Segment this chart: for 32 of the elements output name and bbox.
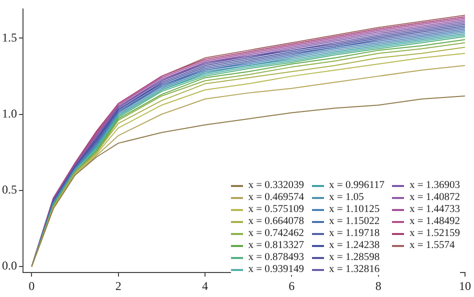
x-tick-label: 4 bbox=[202, 278, 208, 293]
x-tick-label: 10 bbox=[459, 278, 471, 293]
legend-label: x = 1.24238 bbox=[329, 240, 380, 251]
legend-label: x = 0.575109 bbox=[248, 204, 304, 215]
legend-label: x = 1.10125 bbox=[329, 204, 380, 215]
y-tick-label: 1.0 bbox=[2, 106, 17, 120]
legend-label: x = 1.52159 bbox=[409, 228, 460, 239]
legend-label: x = 1.44733 bbox=[409, 204, 460, 215]
x-tick-label: 0 bbox=[28, 278, 35, 293]
y-tick-label: 0.0 bbox=[2, 258, 17, 273]
x-tick-label: 8 bbox=[375, 278, 382, 293]
legend-label: x = 0.813327 bbox=[248, 240, 304, 251]
legend-label: x = 1.15022 bbox=[329, 216, 380, 227]
x-tick-label: 6 bbox=[288, 278, 295, 293]
legend-label: x = 1.48492 bbox=[409, 216, 460, 227]
legend-label: x = 1.19718 bbox=[329, 228, 380, 239]
x-tick-label: 2 bbox=[115, 278, 122, 293]
legend-label: x = 0.332039 bbox=[248, 180, 304, 191]
legend-label: x = 0.742462 bbox=[248, 228, 304, 239]
y-tick-label: 0.5 bbox=[2, 182, 17, 197]
y-tick-label: 1.5 bbox=[2, 30, 17, 44]
legend-label: x = 0.939149 bbox=[248, 264, 304, 275]
legend-label: x = 1.28598 bbox=[329, 252, 380, 263]
legend-label: x = 1.32816 bbox=[329, 264, 380, 275]
legend-label: x = 0.996117 bbox=[329, 180, 384, 191]
legend-label: x = 1.40872 bbox=[409, 192, 460, 203]
legend-label: x = 0.664078 bbox=[248, 216, 304, 227]
legend-label: x = 0.469574 bbox=[248, 192, 304, 203]
legend-label: x = 0.878493 bbox=[248, 252, 304, 263]
legend-label: x = 1.5574 bbox=[409, 240, 455, 251]
legend-label: x = 1.05 bbox=[329, 192, 364, 203]
legend-label: x = 1.36903 bbox=[409, 180, 460, 191]
